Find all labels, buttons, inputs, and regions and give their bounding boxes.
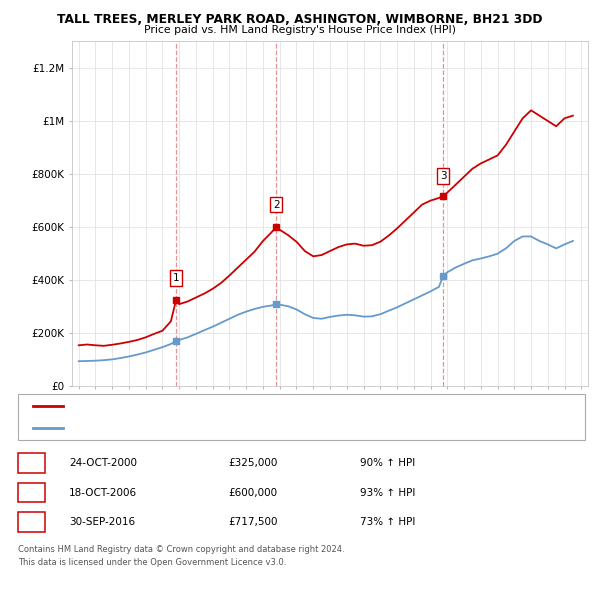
Text: 3: 3	[28, 517, 35, 527]
Text: This data is licensed under the Open Government Licence v3.0.: This data is licensed under the Open Gov…	[18, 558, 286, 568]
Text: Price paid vs. HM Land Registry's House Price Index (HPI): Price paid vs. HM Land Registry's House …	[144, 25, 456, 35]
Text: 30-SEP-2016: 30-SEP-2016	[69, 517, 135, 527]
Text: 93% ↑ HPI: 93% ↑ HPI	[360, 488, 415, 497]
Text: 18-OCT-2006: 18-OCT-2006	[69, 488, 137, 497]
Text: TALL TREES, MERLEY PARK ROAD, ASHINGTON, WIMBORNE, BH21 3DD (detached house: TALL TREES, MERLEY PARK ROAD, ASHINGTON,…	[69, 402, 454, 411]
Text: Contains HM Land Registry data © Crown copyright and database right 2024.: Contains HM Land Registry data © Crown c…	[18, 545, 344, 555]
Text: 90% ↑ HPI: 90% ↑ HPI	[360, 458, 415, 468]
Text: £717,500: £717,500	[228, 517, 277, 527]
Text: 2: 2	[273, 199, 280, 209]
Text: 2: 2	[28, 488, 35, 497]
Text: 3: 3	[440, 171, 446, 181]
Text: 24-OCT-2000: 24-OCT-2000	[69, 458, 137, 468]
Text: £600,000: £600,000	[228, 488, 277, 497]
Text: HPI: Average price, detached house, Bournemouth Christchurch and Poole: HPI: Average price, detached house, Bour…	[69, 424, 394, 432]
Text: 1: 1	[173, 273, 179, 283]
Text: 73% ↑ HPI: 73% ↑ HPI	[360, 517, 415, 527]
Text: 1: 1	[28, 458, 35, 468]
Text: TALL TREES, MERLEY PARK ROAD, ASHINGTON, WIMBORNE, BH21 3DD: TALL TREES, MERLEY PARK ROAD, ASHINGTON,…	[57, 13, 543, 26]
Text: £325,000: £325,000	[228, 458, 277, 468]
